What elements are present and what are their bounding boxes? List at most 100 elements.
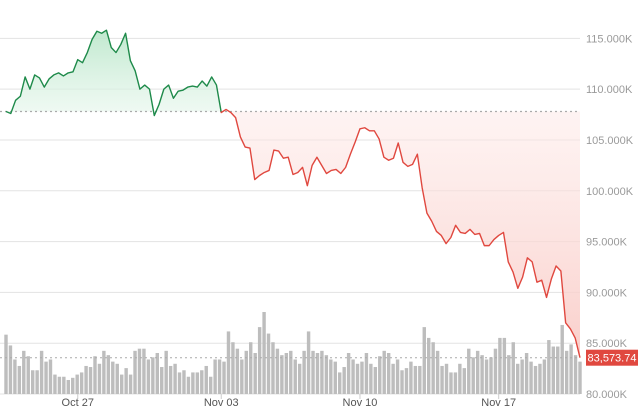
y-tick-label: 115.000K xyxy=(586,33,633,45)
volume-bar xyxy=(413,365,418,394)
volume-bar xyxy=(484,359,489,394)
volume-bar xyxy=(128,374,133,394)
y-tick-label: 85.000K xyxy=(586,338,628,350)
volume-bar xyxy=(217,359,222,394)
volume-bar xyxy=(231,342,235,394)
x-tick-label: Nov 10 xyxy=(343,397,378,409)
volume-bar xyxy=(542,359,547,394)
volume-bar xyxy=(556,346,560,394)
volume-bar xyxy=(8,345,13,394)
volume-bar xyxy=(529,361,533,394)
volume-bar xyxy=(168,365,173,394)
volume-bar xyxy=(97,363,102,394)
volume-bar xyxy=(155,353,159,394)
down-area-fill xyxy=(221,109,580,358)
volume-bar xyxy=(26,356,30,394)
volume-bar xyxy=(222,361,226,394)
x-tick-label: Oct 27 xyxy=(62,397,94,409)
volume-bar xyxy=(444,363,449,394)
volume-bar xyxy=(142,348,146,394)
volume-bar xyxy=(498,337,502,394)
volume-bar xyxy=(453,372,458,394)
volume-bar xyxy=(338,372,342,394)
volume-bar xyxy=(4,334,8,394)
volume-bar xyxy=(124,368,128,394)
volume-bar xyxy=(551,346,556,394)
volume-bar xyxy=(119,374,124,394)
volume-bar xyxy=(53,374,57,394)
volume-bar xyxy=(511,342,515,394)
volume-bar xyxy=(440,365,444,394)
price-line-down xyxy=(220,108,581,358)
volume-bar xyxy=(266,333,271,394)
area-fills xyxy=(6,30,580,358)
volume-bars xyxy=(4,312,582,394)
volume-bar xyxy=(173,363,177,394)
volume-bar xyxy=(573,355,578,394)
volume-bar xyxy=(93,356,97,394)
volume-bar xyxy=(493,348,498,394)
y-tick-label: 105.000K xyxy=(586,135,634,147)
volume-bar xyxy=(467,348,471,394)
volume-bar xyxy=(200,370,204,394)
volume-bar xyxy=(409,361,413,394)
volume-bar xyxy=(449,372,453,394)
volume-bar xyxy=(71,377,75,394)
volume-bar xyxy=(160,367,164,394)
volume-bar xyxy=(39,350,44,394)
up-area-fill xyxy=(6,30,222,116)
volume-bar xyxy=(57,376,62,394)
y-tick-label: 80.000K xyxy=(586,389,628,401)
volume-bar xyxy=(226,331,231,394)
volume-bar xyxy=(346,353,351,394)
volume-bar xyxy=(111,361,115,394)
volume-bar xyxy=(364,353,369,394)
y-axis-ticks: 115.000K 110.000K 105.000K 100.000K 95.000K 9… xyxy=(586,33,634,401)
volume-bar xyxy=(378,356,382,394)
volume-bar xyxy=(355,363,360,394)
volume-bar xyxy=(306,331,311,394)
volume-bar xyxy=(560,324,564,394)
volume-bar xyxy=(191,372,195,394)
volume-bar xyxy=(84,365,88,394)
y-tick-label: 95.000K xyxy=(586,237,628,249)
volume-bar xyxy=(329,359,333,394)
volume-bar xyxy=(395,359,400,394)
volume-bar xyxy=(435,350,440,394)
volume-bar xyxy=(524,353,529,394)
y-tick-label: 110.000K xyxy=(586,84,633,96)
volume-bar xyxy=(382,350,386,394)
volume-bar xyxy=(151,357,155,394)
volume-bar xyxy=(106,355,111,394)
volume-bar xyxy=(257,327,262,394)
volume-bar xyxy=(351,359,355,394)
y-tick-label: 90.000K xyxy=(586,287,628,299)
volume-bar xyxy=(271,342,275,394)
y-tick-label: 100.000K xyxy=(586,186,634,198)
last-value-badge: 83,573.74 xyxy=(586,349,638,366)
volume-bar xyxy=(564,350,569,394)
volume-bar xyxy=(35,370,39,394)
volume-bar xyxy=(88,367,93,394)
volume-bar xyxy=(146,359,151,394)
volume-bar xyxy=(137,348,142,394)
volume-bar xyxy=(520,359,524,394)
volume-bar xyxy=(75,374,79,394)
volume-bar xyxy=(30,370,35,394)
reference-line xyxy=(0,110,580,359)
volume-bar xyxy=(311,350,315,394)
volume-bar xyxy=(289,350,293,394)
volume-bar xyxy=(360,361,364,394)
volume-bar xyxy=(475,350,480,394)
volume-bar xyxy=(44,361,48,394)
volume-bar xyxy=(204,365,208,394)
volume-bar xyxy=(400,370,404,394)
volume-bar xyxy=(489,357,493,394)
volume-bar xyxy=(275,348,280,394)
volume-bar xyxy=(502,337,507,394)
volume-bar xyxy=(102,350,106,394)
volume-bar xyxy=(186,376,191,394)
volume-bar xyxy=(538,363,542,394)
volume-bar xyxy=(404,368,409,394)
